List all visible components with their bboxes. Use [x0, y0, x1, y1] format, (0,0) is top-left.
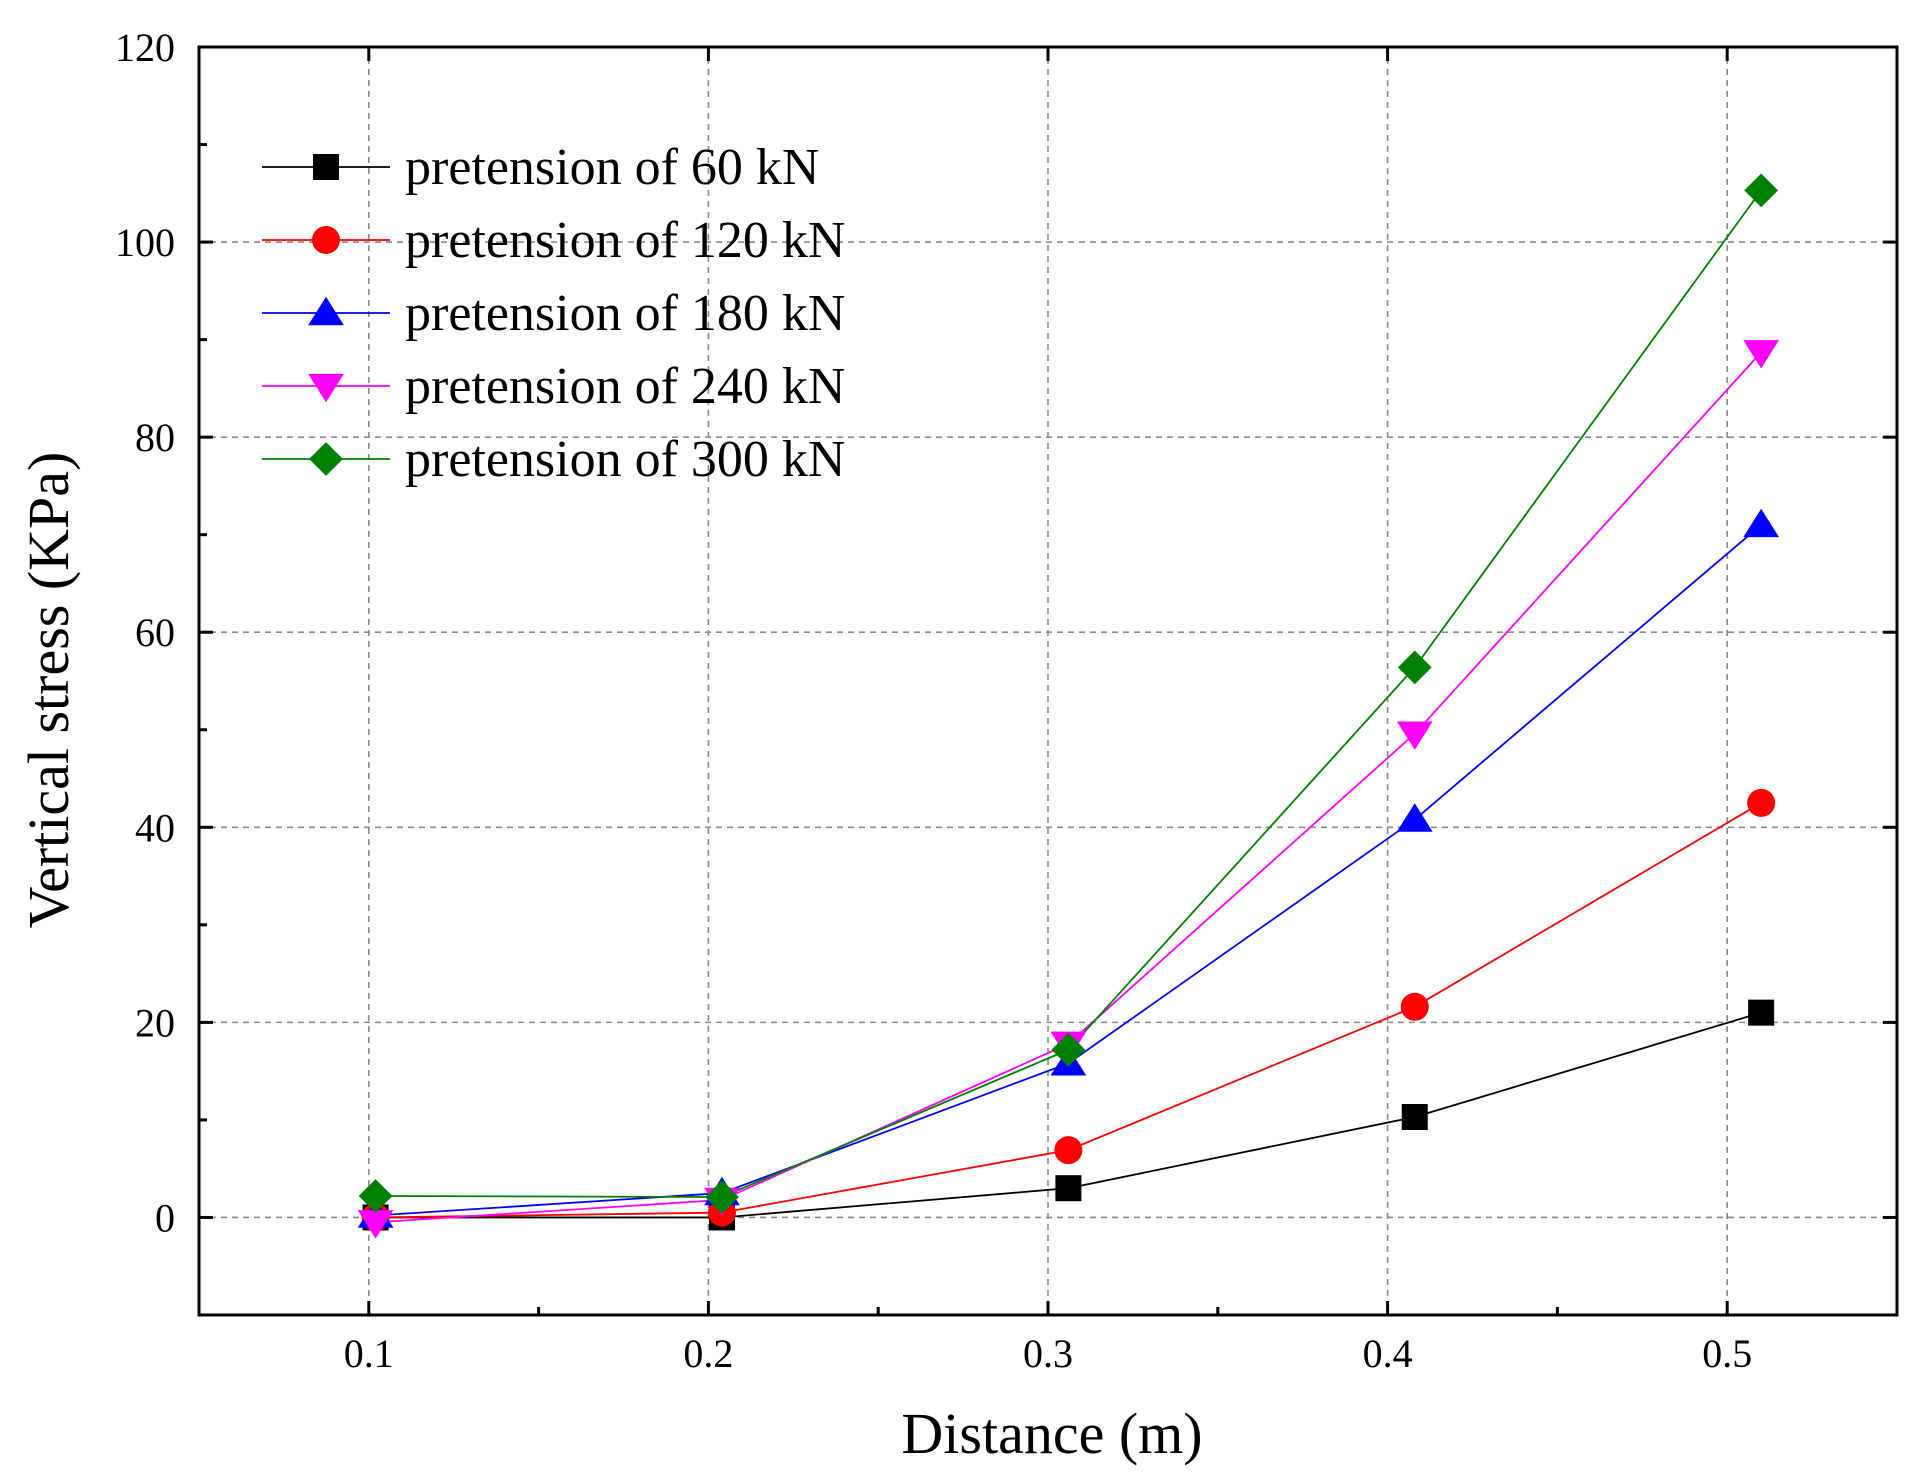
legend-marker-4: [308, 373, 344, 403]
y-axis-title: Vertical stress (KPa): [16, 452, 81, 929]
y-tick-label: 100: [115, 220, 175, 265]
data-point-s4-5: [1743, 340, 1780, 369]
x-tick-label: 0.2: [683, 1331, 733, 1376]
x-tick-label: 0.3: [1023, 1331, 1073, 1376]
legend-label-3: pretension of 180 kN: [405, 285, 845, 342]
legend: pretension of 60 kN pretension of 120 kN p…: [262, 139, 845, 488]
data-point-s5-3: [1051, 1032, 1086, 1067]
legend-label-5: pretension of 300 kN: [405, 431, 845, 488]
data-point-s2-5: [1747, 788, 1776, 817]
data-point-s4-4: [1396, 721, 1433, 750]
legend-marker-5: [309, 442, 343, 476]
y-tick-label: 20: [135, 1000, 175, 1045]
series-line-3: [375, 524, 1762, 1217]
data-point-s4-1: [357, 1210, 394, 1239]
data-point-s2-3: [1054, 1136, 1083, 1165]
legend-marker-3: [308, 296, 344, 326]
x-tick-label: 0.1: [344, 1331, 394, 1376]
legend-marker-2: [312, 226, 340, 254]
data-point-s1-5: [1748, 999, 1775, 1026]
data-point-s1-3: [1055, 1175, 1082, 1202]
data-point-s3-5: [1743, 508, 1780, 538]
y-tick-label: 120: [115, 25, 175, 70]
data-point-s5-2: [705, 1180, 739, 1214]
y-tick-label: 40: [135, 805, 175, 850]
legend-marker-1: [313, 154, 339, 180]
y-tick-label: 80: [135, 415, 175, 460]
data-point-s5-4: [1397, 650, 1432, 685]
x-tick-label: 0.4: [1363, 1331, 1413, 1376]
marker-layer: [357, 173, 1780, 1239]
legend-label-4: pretension of 240 kN: [405, 358, 845, 415]
legend-label-2: pretension of 120 kN: [405, 212, 845, 269]
y-tick-label: 60: [135, 610, 175, 655]
data-point-s5-1: [358, 1179, 393, 1213]
data-point-s3-4: [1396, 803, 1433, 832]
grid: [199, 47, 1897, 1315]
x-tick-label: 0.5: [1702, 1331, 1752, 1376]
legend-label-1: pretension of 60 kN: [405, 139, 819, 196]
data-point-s5-5: [1744, 173, 1779, 208]
y-tick-label: 0: [155, 1195, 175, 1240]
x-axis-title: Distance (m): [901, 1401, 1202, 1466]
data-point-s1-4: [1401, 1103, 1428, 1130]
data-point-s2-4: [1400, 992, 1429, 1021]
axes: 0.1 0.2 0.3 0.4 0.5 0 20 40 60 80 100 120: [115, 25, 1899, 1376]
